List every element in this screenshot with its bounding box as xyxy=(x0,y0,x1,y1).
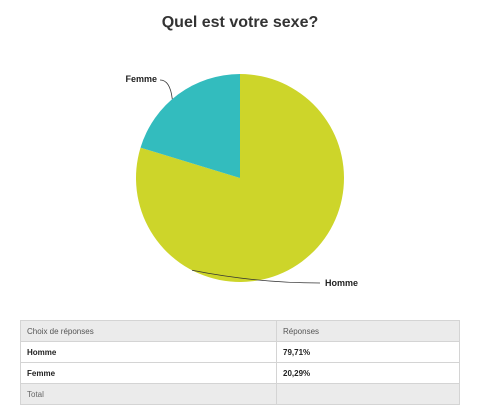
slice-label-homme: Homme xyxy=(325,278,358,288)
total-row: Total xyxy=(20,383,460,405)
results-table: Choix de réponses Réponses Homme 79,71% … xyxy=(20,320,460,405)
row-response: 79,71% xyxy=(276,341,460,363)
pie-chart: Homme Femme xyxy=(125,74,358,288)
slice-label-femme: Femme xyxy=(125,74,157,84)
leader-line-homme xyxy=(191,269,321,284)
chart-title: Quel est votre sexe? xyxy=(161,14,319,31)
pie-slice-femme xyxy=(140,74,240,178)
total-label: Total xyxy=(20,383,277,405)
table-header-row: Choix de réponses Réponses xyxy=(20,320,460,342)
row-choice: Homme xyxy=(20,341,277,363)
leader-line-femme xyxy=(159,79,173,100)
table-row: Femme 20,29% xyxy=(20,362,460,384)
table-row: Homme 79,71% xyxy=(20,341,460,363)
row-choice: Femme xyxy=(20,362,277,384)
total-value xyxy=(276,383,460,405)
row-response: 20,29% xyxy=(276,362,460,384)
header-response: Réponses xyxy=(276,320,460,342)
header-choice: Choix de réponses xyxy=(20,320,277,342)
